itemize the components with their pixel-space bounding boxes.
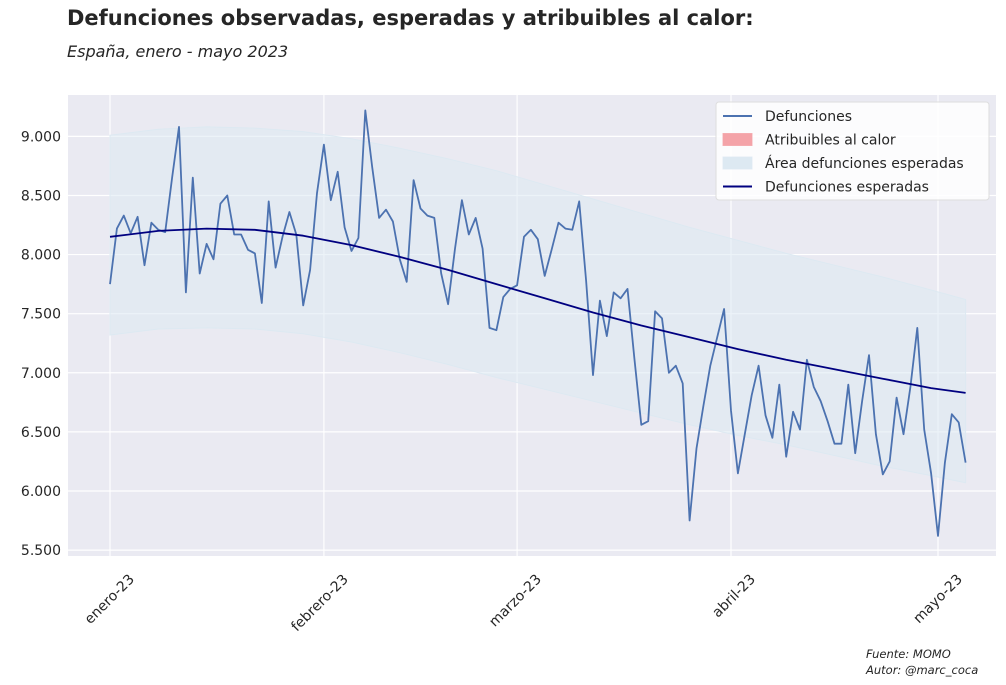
- legend: Defunciones Atribuibles al calor Área defu…: [715, 101, 990, 201]
- y-tick-label: 8.000: [21, 248, 61, 264]
- author-label: Autor: @marc_coca: [866, 663, 979, 677]
- y-tick-label: 7.500: [21, 307, 61, 323]
- y-axis: 5.500 6.000 6.500 7.000 7.500 8.000 8.500 9.000: [21, 129, 61, 559]
- y-tick-label: 7.000: [21, 366, 61, 382]
- x-tick-label: marzo-23: [486, 572, 545, 631]
- legend-swatch: [722, 156, 753, 170]
- x-tick-label: mayo-23: [911, 572, 966, 627]
- source-note: Fuente: MOMO Autor: @marc_coca: [866, 646, 978, 678]
- x-tick-label: enero-23: [82, 572, 138, 628]
- x-tick-label: febrero-23: [288, 572, 351, 635]
- y-tick-label: 5.500: [21, 543, 61, 559]
- legend-box: [715, 101, 990, 201]
- chart-title: Defunciones observadas, esperadas y atri…: [67, 6, 754, 30]
- legend-label: Área defunciones esperadas: [765, 155, 964, 172]
- legend-label: Defunciones esperadas: [765, 180, 929, 196]
- series-line-defunciones-esperadas: [109, 227, 966, 394]
- source-label: Fuente: MOMO: [866, 647, 951, 661]
- y-tick-label: 6.500: [21, 425, 61, 441]
- legend-label: Atribuibles al calor: [765, 133, 896, 149]
- y-tick-label: 9.000: [21, 129, 61, 145]
- lines-layer: [109, 109, 967, 537]
- chart-subtitle: España, enero - mayo 2023: [67, 42, 289, 61]
- y-tick-label: 6.000: [21, 484, 61, 500]
- x-axis: enero-23 febrero-23 marzo-23 abril-23 mayo-2…: [82, 572, 966, 635]
- series-line-defunciones: [109, 109, 967, 537]
- legend-swatch: [722, 133, 753, 146]
- y-tick-label: 8.500: [21, 188, 61, 204]
- x-tick-label: abril-23: [709, 572, 758, 621]
- legend-label: Defunciones: [765, 109, 852, 125]
